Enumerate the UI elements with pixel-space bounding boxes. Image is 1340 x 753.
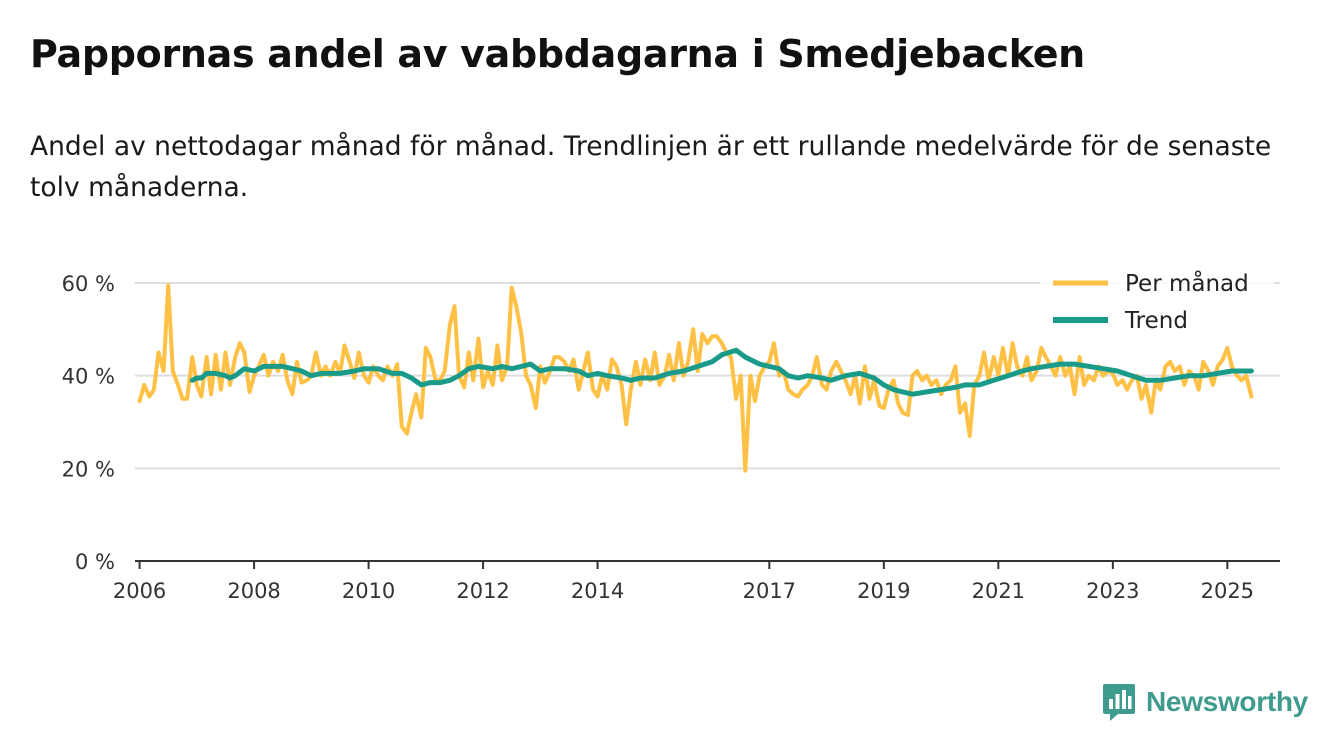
x-tick-label: 2010	[342, 579, 395, 603]
x-tick-label: 2019	[857, 579, 910, 603]
x-tick-label: 2023	[1086, 579, 1139, 603]
legend: Per månad Trend	[1040, 269, 1274, 340]
series-line-trend	[189, 347, 1254, 397]
chart-subtitle: Andel av nettodagar månad för månad. Tre…	[30, 131, 1272, 203]
newsworthy-logo-icon	[1103, 684, 1135, 721]
y-tick-label: 60 %	[62, 272, 115, 296]
legend-label: Trend	[1124, 308, 1188, 334]
x-tick-label: 2008	[227, 579, 280, 603]
x-axis: 2006 2008 2010 2012 2014 2017 2019 2021 2023 2025	[113, 560, 1280, 603]
x-tick-label: 2014	[571, 579, 624, 603]
y-axis-labels: 0 % 20 % 40 % 60 %	[62, 272, 115, 574]
legend-label: Per månad	[1125, 269, 1249, 297]
legend-background	[1040, 310, 1274, 340]
brand-logo: Newsworthy	[1102, 682, 1308, 722]
series-line-per-manad	[137, 283, 1254, 473]
x-tick-label: 2006	[113, 579, 166, 603]
y-tick-label: 0 %	[75, 550, 115, 574]
series-lines	[137, 283, 1254, 473]
legend-background	[1040, 273, 1274, 303]
x-tick-label: 2012	[456, 579, 509, 603]
chart-title: Pappornas andel av vabbdagarna i Smedjeb…	[30, 32, 1085, 76]
x-tick-label: 2025	[1201, 579, 1254, 603]
brand-name: Newsworthy	[1146, 686, 1308, 717]
y-tick-label: 20 %	[62, 457, 115, 481]
x-tick-label: 2017	[743, 579, 796, 603]
y-tick-label: 40 %	[62, 365, 115, 389]
x-tick-label: 2021	[972, 579, 1025, 603]
